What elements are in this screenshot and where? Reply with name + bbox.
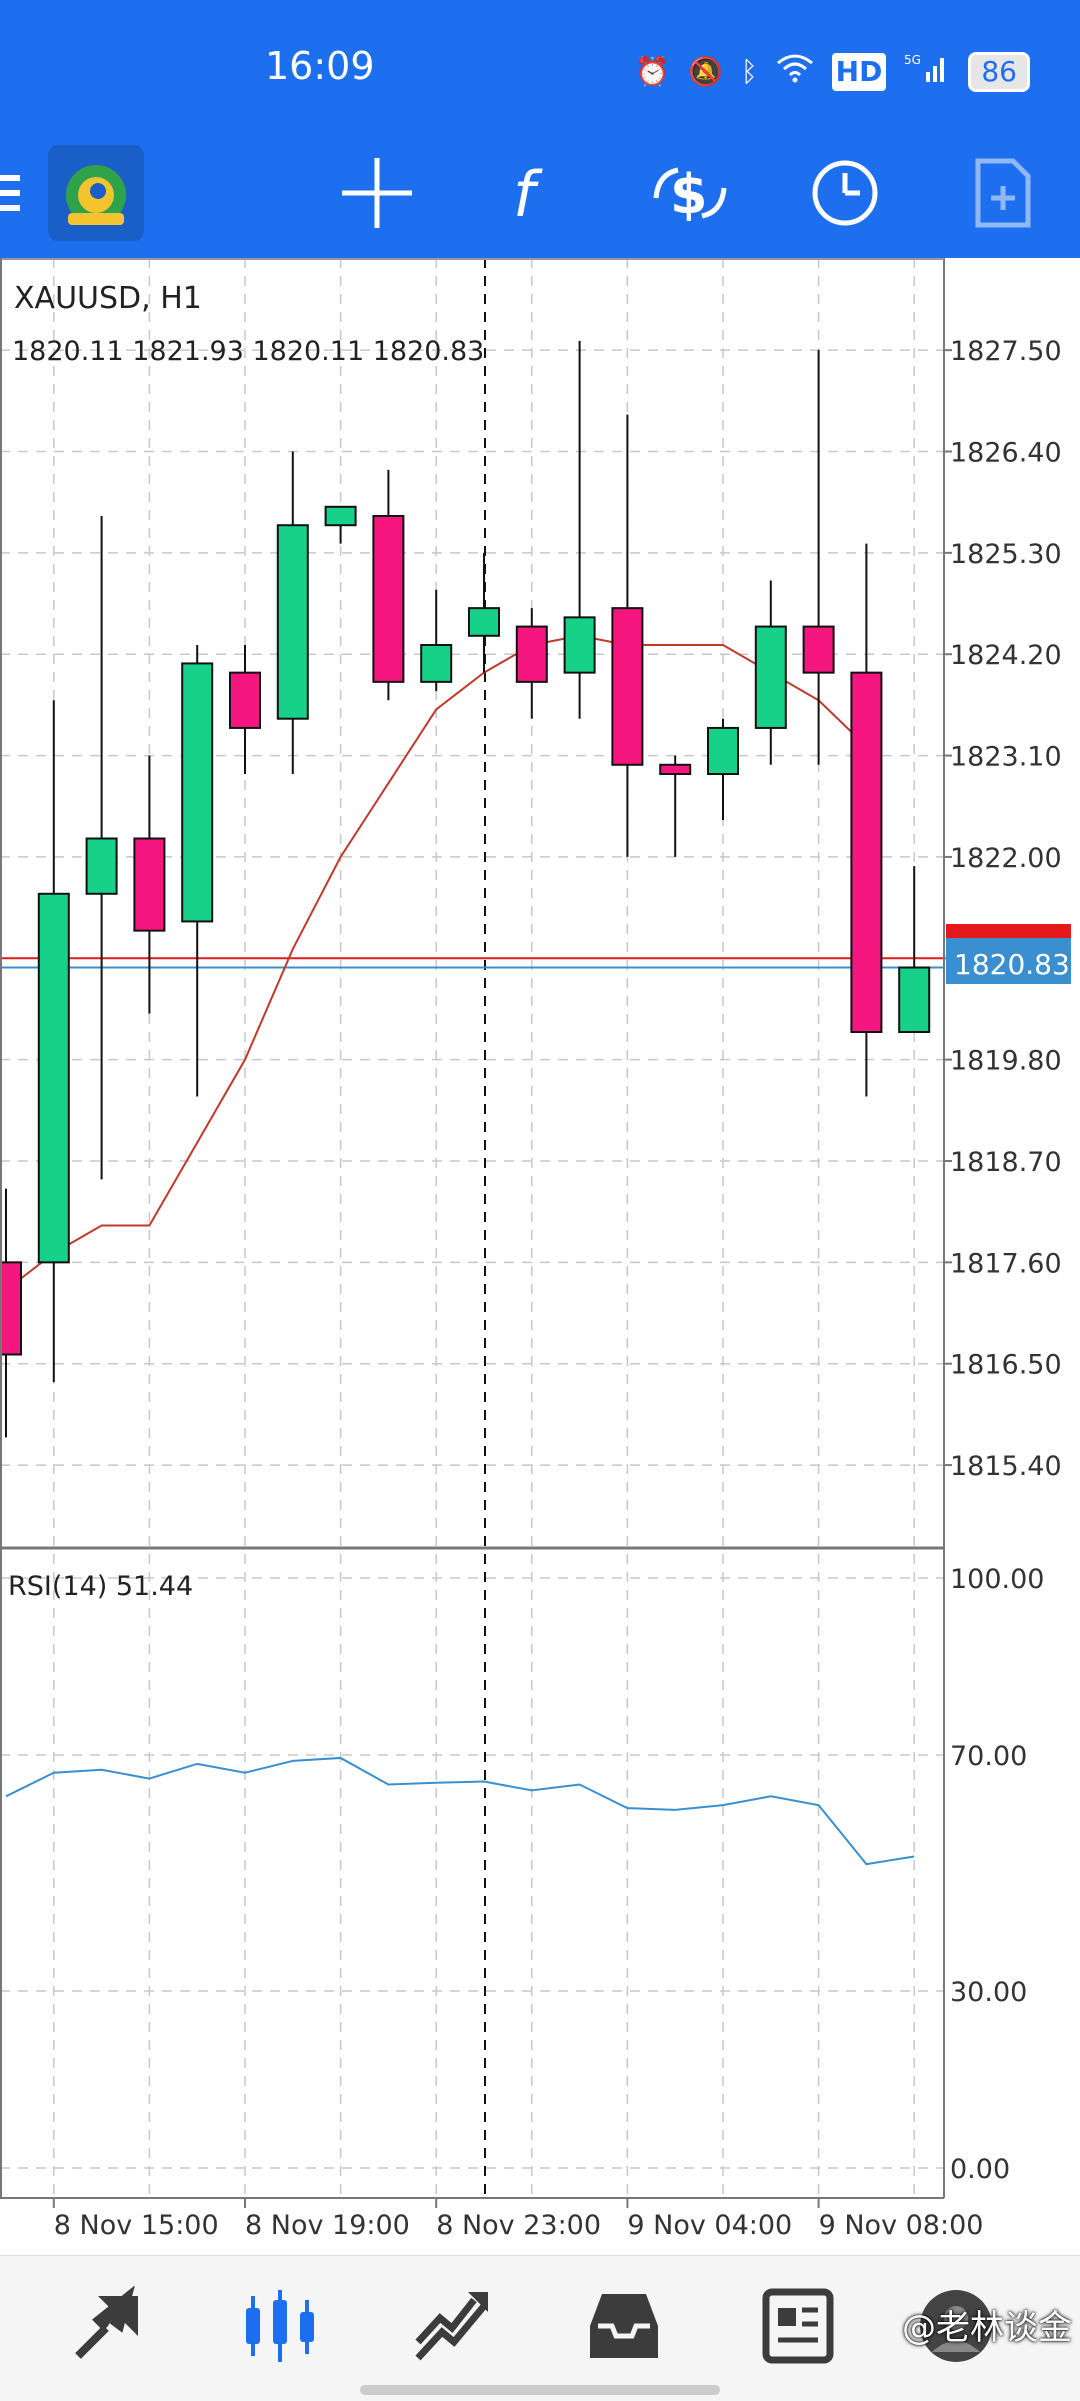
status-time: 16:09 [265,44,375,88]
time-tick-label: 8 Nov 15:00 [54,2210,219,2241]
timeframe-icon[interactable] [800,148,890,238]
svg-text:f: f [513,158,543,228]
trade-nav-icon[interactable] [412,2286,492,2366]
candle-body[interactable] [420,644,453,683]
rsi-line [5,1756,915,1866]
candle-body[interactable] [850,671,883,1033]
price-tick-label: 1826.40 [950,438,1062,469]
price-tick-label: 1819.80 [950,1046,1062,1077]
avatar[interactable] [916,2286,996,2366]
price-tick-label: 1825.30 [950,539,1062,570]
rsi-tick-label: 0.00 [950,2154,1010,2185]
candle-body[interactable] [515,625,548,683]
candle-body[interactable] [563,616,596,674]
status-icons: ⏰ 🔕 ᛒ HD 5G 86 [635,52,1030,92]
price-tick-label: 1822.00 [950,843,1062,874]
price-tick-label: 1823.10 [950,742,1062,773]
candle-body[interactable] [324,505,357,527]
price-tick-label: 1824.20 [950,640,1062,671]
chart-icon[interactable] [240,2286,320,2366]
bluetooth-icon: ᛒ [740,55,758,88]
network-label: 5G [904,53,921,67]
current-price-badge [946,938,1071,984]
moving-average-line [5,634,868,1291]
candle-body[interactable] [707,726,739,775]
candle-body[interactable] [229,671,261,729]
templates-icon[interactable] [958,148,1048,238]
candle-body[interactable] [85,837,118,895]
price-tick-label: 1815.40 [950,1451,1062,1482]
home-indicator[interactable] [360,2385,720,2395]
candle-body[interactable] [659,763,692,775]
bottom-nav [0,2255,1080,2401]
candle-body[interactable] [181,662,214,923]
candle-body[interactable] [898,966,931,1033]
time-tick-label: 9 Nov 04:00 [627,2210,792,2241]
ask-price-marker [946,924,1071,940]
trade-icon[interactable]: $ [645,148,735,238]
quotes-icon[interactable] [68,2286,148,2366]
mute-icon: 🔕 [687,55,723,88]
candle-body[interactable] [133,837,166,932]
alarm-icon: ⏰ [635,55,670,88]
time-tick-label: 8 Nov 23:00 [436,2210,601,2241]
candle-body[interactable] [611,607,644,766]
indicators-icon[interactable]: f [488,148,578,238]
news-icon[interactable] [756,2286,836,2366]
time-tick-label: 8 Nov 19:00 [245,2210,410,2241]
rsi-tick-label: 70.00 [950,1741,1027,1772]
watermark: @老林谈金 [902,2308,1072,2348]
price-tick-label: 1817.60 [950,1248,1062,1279]
rsi-label: RSI(14) 51.44 [8,1571,193,1602]
symbol-label: XAUUSD, H1 [14,281,202,316]
candle-body[interactable] [37,892,70,1264]
candle-body[interactable] [802,625,835,674]
rsi-tick-label: 30.00 [950,1977,1027,2008]
svg-text:$: $ [670,163,708,226]
price-tick-label: 1818.70 [950,1147,1062,1178]
hd-icon: HD [831,53,887,91]
time-tick-label: 9 Nov 08:00 [819,2210,984,2241]
battery-icon: 86 [968,52,1030,92]
candle-body[interactable] [754,625,787,729]
crosshair-icon[interactable] [332,148,422,238]
menu-icon[interactable] [0,148,40,238]
candle-body[interactable] [276,524,309,720]
candle-body[interactable] [0,1261,22,1356]
current-price-label: 1820.83 [954,948,1070,981]
candle-body[interactable] [372,515,405,683]
wifi-icon [776,53,814,91]
app-logo[interactable] [48,145,144,241]
status-bar: 16:09 ⏰ 🔕 ᛒ HD 5G 86 [0,0,1080,128]
top-toolbar: f $ [0,128,1080,258]
candle-body[interactable] [468,607,500,637]
rsi-tick-label: 100.00 [950,1564,1044,1595]
ohlc-label: 1820.11 1821.93 1820.11 1820.83 [12,336,484,367]
history-icon[interactable] [584,2286,664,2366]
signal-5g-icon: 5G [904,52,950,92]
candlestick-chart[interactable]: 1827.50 1826.40 1825.30 1824.20 1823.10 1822.… [0,258,1080,2255]
price-tick-label: 1827.50 [950,336,1062,367]
chart-area[interactable]: 1827.50 1826.40 1825.30 1824.20 1823.10 1822.… [0,258,1080,2255]
price-tick-label: 1816.50 [950,1350,1062,1381]
